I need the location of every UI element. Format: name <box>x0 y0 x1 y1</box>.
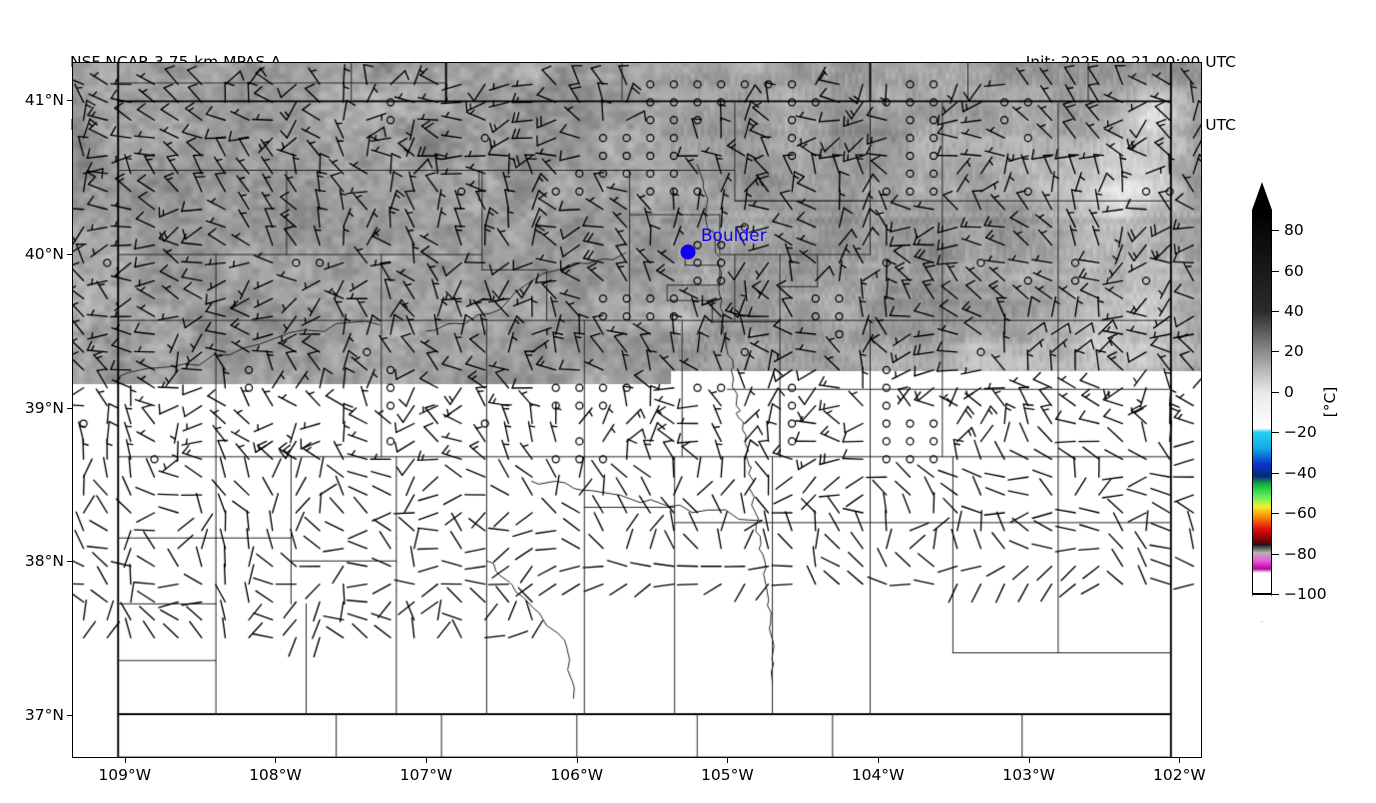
x-tick-label-102°W: 102°W <box>1153 766 1206 784</box>
x-tick-label-108°W: 108°W <box>249 766 302 784</box>
colorbar-gradient <box>1252 210 1272 594</box>
x-tick-mark <box>878 758 880 763</box>
y-tick-label-41°N: 41°N <box>24 91 64 110</box>
y-tick-mark <box>67 100 72 102</box>
x-tick-mark <box>275 758 277 763</box>
x-tick-label-103°W: 103°W <box>1002 766 1056 784</box>
x-tick-label-106°W: 106°W <box>550 766 604 784</box>
y-tick-mark <box>67 714 72 716</box>
colorbar-tick-mark <box>1272 351 1279 353</box>
x-tick-mark <box>426 758 428 763</box>
colorbar-axis-label: [°C] <box>1321 386 1339 418</box>
colorbar-tick-mark <box>1272 553 1279 555</box>
colorbar-tick-mark <box>1272 311 1279 313</box>
colorbar-tick-label-20: 20 <box>1284 342 1304 361</box>
colorbar-tick-mark <box>1272 513 1279 515</box>
colorbar <box>1252 182 1272 622</box>
colorbar-tick-label--100: −100 <box>1284 585 1327 603</box>
x-tick-mark <box>727 758 729 763</box>
colorbar-tick-mark <box>1272 594 1279 595</box>
x-tick-mark <box>1028 758 1030 763</box>
colorbar-extend-max-arrow <box>1252 182 1272 210</box>
y-tick-mark <box>67 254 72 256</box>
x-tick-mark <box>124 758 126 763</box>
colorbar-tick-label--40: −40 <box>1284 463 1317 482</box>
colorbar-tick-label--80: −80 <box>1284 544 1317 563</box>
y-tick-label-39°N: 39°N <box>24 398 64 417</box>
colorbar-tick-label--20: −20 <box>1284 423 1317 442</box>
x-tick-mark <box>1179 758 1181 763</box>
x-tick-mark <box>576 758 578 763</box>
colorbar-extend-min-arrow <box>1252 594 1272 622</box>
colorbar-tick-label-60: 60 <box>1284 261 1304 280</box>
city-marker-dot-boulder[interactable] <box>680 244 696 260</box>
x-tick-label-107°W: 107°W <box>399 766 453 784</box>
colorbar-tick-mark <box>1272 230 1279 232</box>
y-tick-label-38°N: 38°N <box>24 552 64 571</box>
x-tick-label-109°W: 109°W <box>98 766 152 784</box>
x-tick-label-104°W: 104°W <box>851 766 905 784</box>
y-tick-label-40°N: 40°N <box>24 245 64 264</box>
map-plot-area[interactable]: Boulder <box>72 62 1202 758</box>
y-tick-label-37°N: 37°N <box>24 705 64 724</box>
colorbar-tick-label-0: 0 <box>1284 382 1294 401</box>
colorbar-tick-mark <box>1272 391 1279 393</box>
x-tick-label-105°W: 105°W <box>701 766 754 784</box>
ir-brightness-temperature-map <box>73 63 1201 757</box>
colorbar-tick-mark <box>1272 432 1279 434</box>
colorbar-tick-mark <box>1272 472 1279 474</box>
y-tick-mark <box>67 561 72 563</box>
colorbar-tick-label--60: −60 <box>1284 504 1317 523</box>
colorbar-tick-label-40: 40 <box>1284 302 1304 321</box>
colorbar-tick-label-80: 80 <box>1284 221 1304 240</box>
y-tick-mark <box>67 407 72 409</box>
colorbar-tick-mark <box>1272 270 1279 272</box>
city-marker-label-boulder: Boulder <box>700 225 767 246</box>
